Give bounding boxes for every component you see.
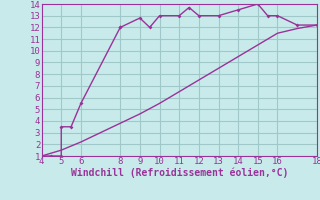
X-axis label: Windchill (Refroidissement éolien,°C): Windchill (Refroidissement éolien,°C) xyxy=(70,168,288,178)
